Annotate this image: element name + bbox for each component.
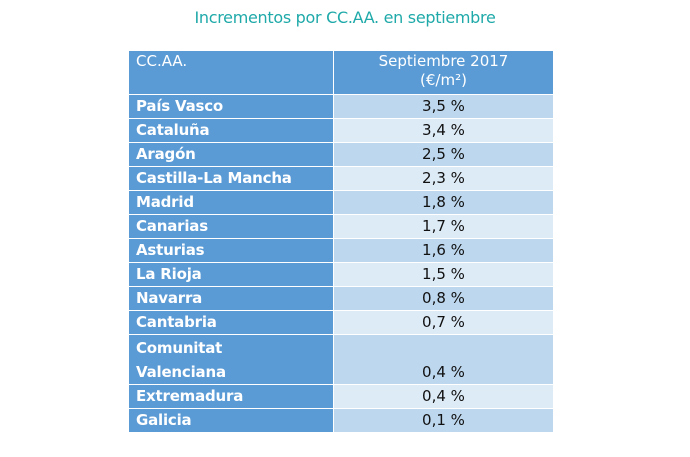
table-row: Navarra 0,8 % [128, 286, 554, 311]
value-cell: 1,7 % [333, 214, 554, 239]
value-cell: 2,3 % [333, 166, 554, 191]
table-row: Canarias 1,7 % [128, 214, 554, 239]
value-cell: 0,4 % [333, 334, 554, 385]
header-region: CC.AA. [128, 50, 334, 95]
region-cell: Canarias [128, 214, 334, 239]
value-cell: 1,6 % [333, 238, 554, 263]
value-cell: 1,5 % [333, 262, 554, 287]
table-row: Cataluña 3,4 % [128, 118, 554, 143]
header-value-line2: (€/m²) [420, 71, 467, 89]
region-cell: Galicia [128, 408, 334, 433]
value-cell: 0,1 % [333, 408, 554, 433]
table-row: Castilla-La Mancha 2,3 % [128, 166, 554, 191]
region-cell: Madrid [128, 190, 334, 215]
region-cell: Navarra [128, 286, 334, 311]
region-cell: País Vasco [128, 94, 334, 119]
increments-table: CC.AA. Septiembre 2017 (€/m²) País Vasco… [128, 50, 554, 433]
value-cell: 0,4 % [333, 384, 554, 409]
table-row: Madrid 1,8 % [128, 190, 554, 215]
region-cell-line: Valenciana [136, 363, 226, 381]
value-cell: 2,5 % [333, 142, 554, 167]
header-value-line1: Septiembre 2017 [378, 52, 509, 70]
table-row: Cantabria 0,7 % [128, 310, 554, 335]
region-cell: Cataluña [128, 118, 334, 143]
region-cell: Asturias [128, 238, 334, 263]
value-cell: 0,8 % [333, 286, 554, 311]
region-cell: Comunitat Valenciana [128, 334, 334, 385]
table-row: Galicia 0,1 % [128, 408, 554, 433]
table-row: País Vasco 3,5 % [128, 94, 554, 119]
table-row: Aragón 2,5 % [128, 142, 554, 167]
value-cell: 3,4 % [333, 118, 554, 143]
table-row: Comunitat Valenciana 0,4 % [128, 334, 554, 385]
value-cell: 3,5 % [333, 94, 554, 119]
table-header-row: CC.AA. Septiembre 2017 (€/m²) [128, 50, 554, 95]
table-row: La Rioja 1,5 % [128, 262, 554, 287]
header-value: Septiembre 2017 (€/m²) [333, 50, 554, 95]
region-cell: Castilla-La Mancha [128, 166, 334, 191]
table-title: Incrementos por CC.AA. en septiembre [194, 8, 496, 27]
table-row: Extremadura 0,4 % [128, 384, 554, 409]
region-cell-line: Comunitat [136, 339, 223, 357]
value-cell: 0,7 % [333, 310, 554, 335]
region-cell: Aragón [128, 142, 334, 167]
value-cell: 1,8 % [333, 190, 554, 215]
region-cell: La Rioja [128, 262, 334, 287]
table-row: Asturias 1,6 % [128, 238, 554, 263]
region-cell: Cantabria [128, 310, 334, 335]
region-cell: Extremadura [128, 384, 334, 409]
